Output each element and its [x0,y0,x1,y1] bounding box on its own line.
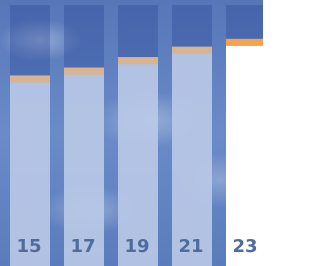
bar [172,47,212,266]
x-tick-label: 23 [232,236,257,257]
x-tick-label: 21 [178,236,203,257]
chart: 15 17 19 21 23 [0,0,263,266]
bar [118,57,158,266]
bar [226,39,263,266]
bar-cap [172,47,212,54]
x-tick-label: 15 [16,236,41,257]
bar-cap [226,39,263,46]
x-tick-label: 17 [70,236,95,257]
screen: 15 17 19 21 23 [0,0,263,266]
bar-cap [118,57,158,64]
bar-cap [10,75,50,82]
bar-cap [64,68,104,75]
x-tick-label: 19 [124,236,149,257]
